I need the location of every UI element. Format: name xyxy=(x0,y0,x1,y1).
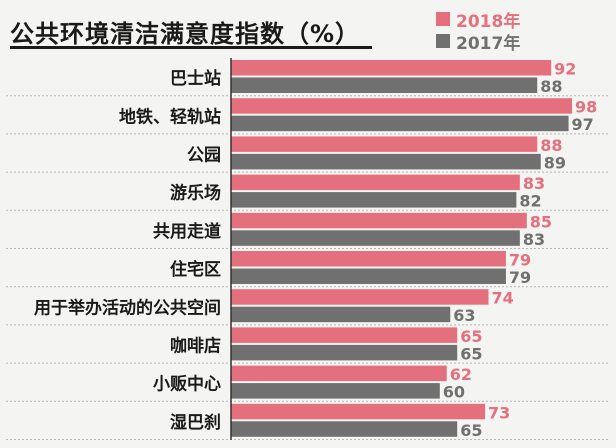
bar-2017年 xyxy=(231,344,458,361)
value-label: 73 xyxy=(488,403,510,422)
category-label: 住宅区 xyxy=(170,259,221,280)
value-label: 65 xyxy=(460,327,482,346)
legend-item-2017: 2017年 xyxy=(436,30,521,54)
title-underline xyxy=(10,46,372,49)
value-label: 97 xyxy=(572,115,594,134)
value-label: 65 xyxy=(460,421,482,440)
value-label: 65 xyxy=(460,344,482,363)
value-label: 82 xyxy=(519,192,541,211)
bar-2018年 xyxy=(231,289,489,305)
bar-2018年 xyxy=(231,212,527,229)
bar-2017年 xyxy=(231,192,517,208)
value-label: 79 xyxy=(509,268,531,287)
bar-2018年 xyxy=(231,251,506,267)
bar-2018年 xyxy=(231,98,573,114)
bar-2017年 xyxy=(231,77,538,93)
value-label: 85 xyxy=(530,212,552,231)
legend-swatch-2018 xyxy=(436,12,450,26)
legend-label-2017: 2017年 xyxy=(456,33,521,54)
value-label: 60 xyxy=(443,383,465,402)
bar-2018年 xyxy=(231,403,486,420)
bar-2017年 xyxy=(231,268,506,284)
legend: 2018年 2017年 xyxy=(436,8,521,54)
bar-2017年 xyxy=(231,115,569,132)
value-label: 98 xyxy=(575,98,597,117)
value-label: 79 xyxy=(509,251,531,270)
value-label: 83 xyxy=(523,174,545,193)
bar-2017年 xyxy=(231,306,451,323)
bar-2017年 xyxy=(231,153,541,170)
bar-2018年 xyxy=(231,136,538,152)
bar-2018年 xyxy=(231,60,552,76)
category-label: 地铁、轻轨站 xyxy=(119,106,221,127)
value-label: 74 xyxy=(492,289,514,308)
bar-2017年 xyxy=(231,383,440,399)
value-label: 88 xyxy=(540,77,562,96)
value-label: 63 xyxy=(453,306,475,325)
chart-title: 公共环境清洁满意度指数（%） xyxy=(10,20,361,48)
category-label: 用于举办活动的公共空间 xyxy=(34,297,221,318)
bar-2018年 xyxy=(231,327,458,343)
category-label: 游乐场 xyxy=(170,183,221,204)
category-label: 巴士站 xyxy=(170,68,221,89)
category-label: 小贩中心 xyxy=(153,374,221,395)
bar-2017年 xyxy=(231,230,520,246)
legend-item-2018: 2018年 xyxy=(436,8,521,32)
value-label: 92 xyxy=(554,60,576,79)
bar-2018年 xyxy=(231,365,447,382)
bar-2017年 xyxy=(231,421,458,437)
category-label: 湿巴刹 xyxy=(170,413,221,433)
value-label: 83 xyxy=(523,230,545,249)
legend-swatch-2017 xyxy=(436,34,450,48)
value-label: 88 xyxy=(540,136,562,155)
value-label: 62 xyxy=(450,365,472,384)
legend-label-2018: 2018年 xyxy=(456,11,521,32)
category-label: 咖啡店 xyxy=(170,336,221,357)
value-label: 89 xyxy=(544,153,566,172)
category-label: 共用走道 xyxy=(153,221,221,242)
category-label: 公园 xyxy=(187,146,221,166)
bar-2018年 xyxy=(231,174,520,191)
